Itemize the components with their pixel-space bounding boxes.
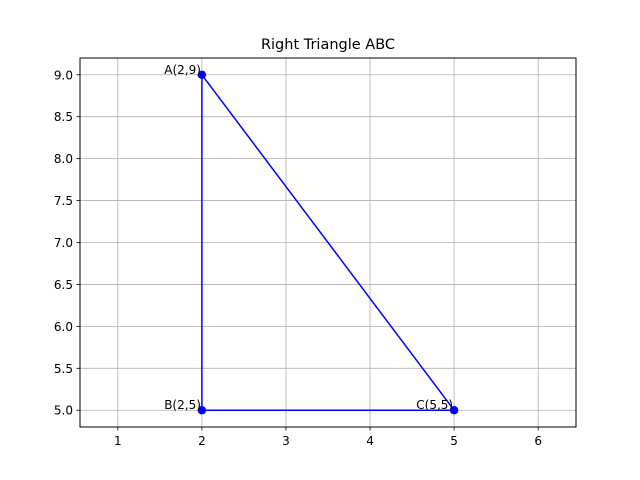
- chart-title: Right Triangle ABC: [261, 37, 395, 53]
- data-series: A(2,9) B(2,5) C(5,5): [164, 63, 459, 415]
- x-tick-label: 5: [450, 434, 458, 448]
- y-tick-label: 6.0: [54, 320, 73, 334]
- y-tick-label: 7.0: [54, 236, 73, 250]
- x-tick-label: 2: [198, 434, 206, 448]
- vertex-label: C(5,5): [416, 398, 453, 412]
- y-tick-label: 7.5: [54, 194, 73, 208]
- y-tick-label: 6.5: [54, 278, 73, 292]
- axis-ticks: 1 2 3 4 5 6 5.0 5.5 6.0 6.5 7.0 7.5 8.0 8.5 9.0: [54, 68, 542, 448]
- y-tick-label: 5.5: [54, 362, 73, 376]
- grid: [80, 58, 576, 427]
- x-tick-label: 6: [534, 434, 542, 448]
- x-tick-label: 4: [366, 434, 374, 448]
- vertex-label: B(2,5): [164, 398, 201, 412]
- vertex-point: [197, 70, 207, 79]
- x-tick-label: 1: [114, 434, 122, 448]
- y-tick-label: 8.5: [54, 110, 73, 124]
- x-tick-label: 3: [282, 434, 290, 448]
- vertex-point: [449, 406, 459, 415]
- y-tick-label: 9.0: [54, 68, 73, 82]
- vertex-point: [197, 406, 207, 415]
- y-tick-label: 8.0: [54, 152, 73, 166]
- vertex-label: A(2,9): [164, 63, 201, 77]
- triangle-side: [201, 74, 455, 411]
- y-tick-label: 5.0: [54, 404, 73, 418]
